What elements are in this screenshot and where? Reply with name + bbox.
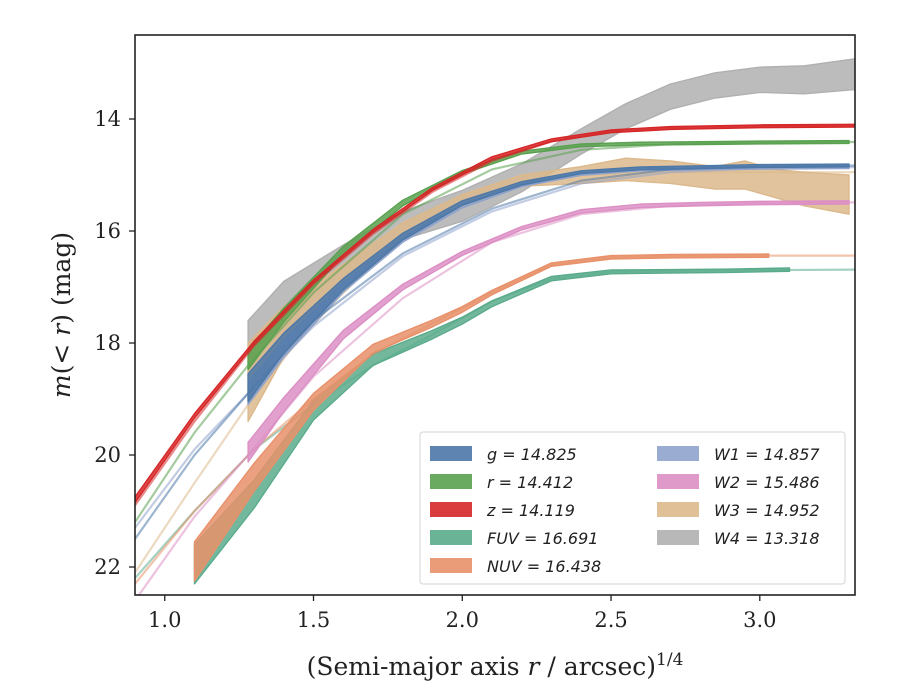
legend-label: W1 = 14.857 — [714, 445, 820, 464]
legend-item-nuv: NUV = 16.438 — [430, 557, 601, 576]
y-axis: 14 16 18 20 22 — [94, 107, 135, 579]
y-axis-title: m(< r) (mag) — [47, 232, 76, 398]
series-nuv-band — [193, 253, 770, 582]
legend-swatch — [657, 446, 699, 461]
legend-item-w4: W4 = 13.318 — [657, 529, 820, 548]
legend-swatch — [430, 446, 472, 461]
legend-label: W4 = 13.318 — [714, 529, 820, 548]
legend-label: FUV = 16.691 — [487, 529, 598, 548]
series-z-band — [135, 123, 855, 504]
y-tick-label: 22 — [94, 555, 121, 579]
x-tick-label: 1.5 — [297, 608, 330, 632]
x-tick-label: 2.5 — [594, 608, 627, 632]
x-tick-label: 2.0 — [446, 608, 479, 632]
y-tick-label: 18 — [94, 331, 121, 355]
legend-label: NUV = 16.438 — [487, 557, 601, 576]
y-tick-label: 14 — [94, 107, 121, 131]
legend-item-w2: W2 = 15.486 — [657, 473, 820, 492]
legend-label: g = 14.825 — [487, 445, 577, 464]
legend-item-fuv: FUV = 16.691 — [430, 529, 598, 548]
legend-item-w1: W1 = 14.857 — [657, 445, 820, 464]
legend-item-g: g = 14.825 — [430, 445, 577, 464]
legend-label: W2 = 15.486 — [714, 473, 820, 492]
x-axis: 1.0 1.5 2.0 2.5 3.0 — [148, 595, 776, 632]
legend-swatch — [657, 530, 699, 545]
legend-swatch — [430, 530, 472, 545]
legend: g = 14.825 r = 14.412 z = 14.119 FUV = 16.6… — [419, 431, 846, 585]
plot-area — [135, 58, 855, 595]
series-fuv-band — [193, 267, 791, 585]
series-g-band — [247, 163, 850, 403]
series-w4-band — [247, 58, 855, 400]
legend-box — [419, 431, 846, 585]
plot-frame — [134, 34, 856, 596]
legend-item-r: r = 14.412 — [430, 473, 573, 492]
legend-swatch — [657, 502, 699, 517]
series-w2-band — [247, 200, 850, 463]
legend-swatch — [430, 474, 472, 489]
legend-label: r = 14.412 — [487, 473, 573, 492]
x-tick-label: 1.0 — [148, 608, 181, 632]
legend-label: W3 = 14.952 — [714, 501, 820, 520]
legend-label: z = 14.119 — [486, 501, 575, 520]
legend-swatch — [657, 474, 699, 489]
x-axis-title: (Semi-major axis r / arcsec)1/4 — [307, 650, 684, 681]
legend-item-w3: W3 = 14.952 — [657, 501, 820, 520]
legend-item-z: z = 14.119 — [430, 501, 575, 520]
legend-swatch — [430, 502, 472, 517]
legend-swatch — [430, 558, 472, 573]
x-tick-label: 3.0 — [743, 608, 776, 632]
y-tick-label: 16 — [94, 219, 121, 243]
y-tick-label: 20 — [94, 443, 121, 467]
